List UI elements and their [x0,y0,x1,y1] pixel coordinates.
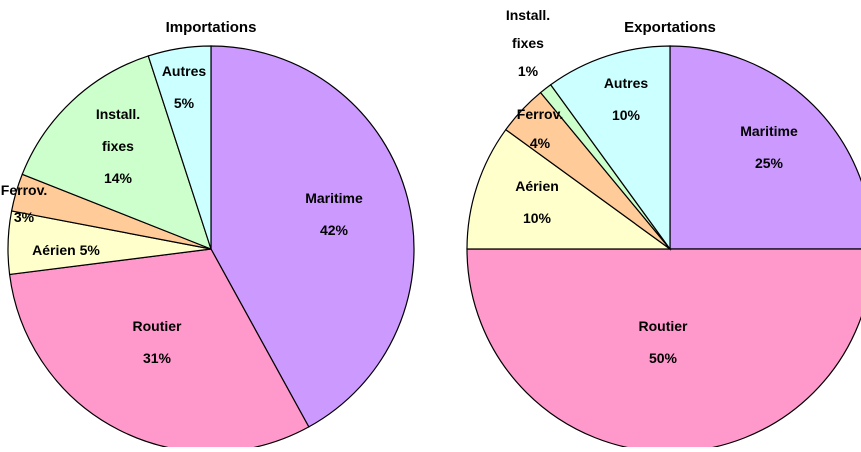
exportations-label-ferrov: Ferrov. 4% [517,106,563,151]
importations-pie: Maritime 42% Routier 31% Aérien 5% Ferrov. 3% I… [1,45,415,452]
importations-label-install-fixes: Install. fixes 14% [96,106,140,186]
exportations-label-maritime: Maritime 25% [740,123,798,171]
exportations-pie: Maritime 25% Routier 50% Aérien 10% Ferrov. 4% I… [466,7,861,452]
importations-label-routier: Routier 31% [133,318,183,366]
importations-label-aerien: Aérien 5% [32,242,100,258]
exportations-slice-routier [466,248,861,452]
importations-label-autres: Autres 5% [162,63,207,111]
exportations-label-autres: Autres 10% [604,75,649,123]
exportations-slice-aerien [466,128,672,250]
exportations-label-routier: Routier 50% [639,318,689,366]
exportations-slice-autres [549,45,671,251]
importations-label-ferrov: Ferrov. 3% [1,182,47,225]
exportations-label-install-fixes: Install. fixes 1% [506,7,550,79]
exportations-slice-maritime [669,45,861,250]
importations-slice-autres [147,45,212,250]
importations-title: Importations [166,19,257,36]
exportations-title: Exportations [624,19,716,36]
importations-slice-routier [8,248,310,452]
importations-slice-maritime [210,45,415,428]
exportations-label-aerien: Aérien 10% [515,178,559,226]
importations-label-maritime: Maritime 42% [305,190,363,238]
